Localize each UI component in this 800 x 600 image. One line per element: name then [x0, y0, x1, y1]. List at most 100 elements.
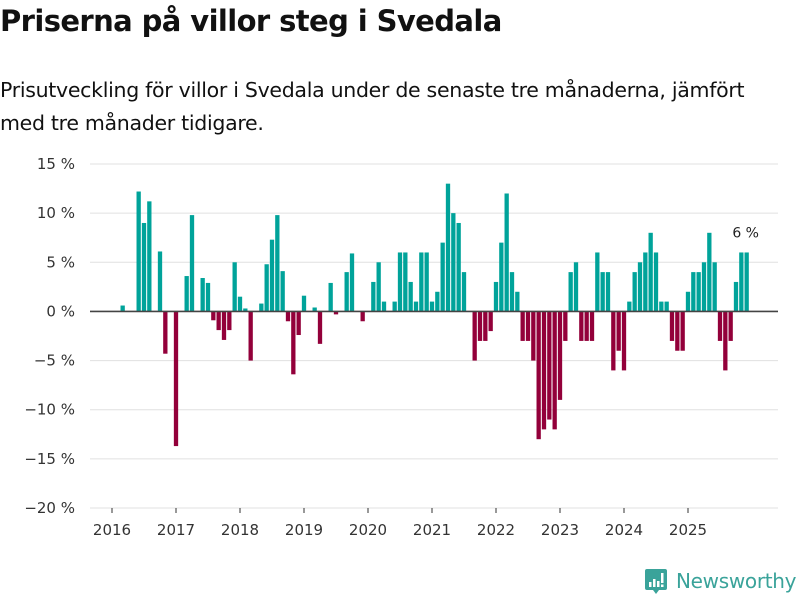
bar-negative — [621, 311, 627, 371]
bar-positive — [664, 301, 669, 312]
bar-positive — [259, 303, 264, 312]
y-tick-label: 10 % — [37, 204, 75, 222]
bar-negative — [723, 311, 728, 371]
bar-positive — [627, 301, 632, 312]
bar-positive — [120, 305, 125, 312]
bar-negative — [717, 311, 723, 341]
bar-positive — [344, 272, 349, 312]
bar-negative — [589, 311, 595, 341]
x-tick-label: 2017 — [157, 521, 195, 539]
bar-negative — [227, 311, 232, 331]
bar-positive — [392, 301, 397, 312]
bar-positive — [451, 213, 456, 312]
x-tick-label: 2023 — [541, 521, 579, 539]
bar-positive — [419, 252, 424, 312]
bar-negative — [584, 311, 589, 341]
bar-positive — [637, 262, 643, 312]
bar-positive — [381, 301, 387, 312]
bar-positive — [701, 262, 707, 312]
bar-positive — [696, 272, 701, 312]
bar-positive — [653, 252, 659, 312]
bar-positive — [504, 193, 509, 312]
bar-positive — [733, 281, 739, 312]
y-tick-label: −15 % — [24, 450, 75, 468]
bar-positive — [440, 242, 445, 312]
bar-negative — [360, 311, 365, 322]
bar-positive — [184, 276, 189, 312]
bar-negative — [611, 311, 616, 371]
bar-positive — [435, 291, 440, 312]
bar-negative — [563, 311, 568, 341]
bar-positive — [403, 252, 408, 312]
bar-negative — [552, 311, 557, 430]
bar-positive — [707, 232, 712, 312]
y-tick-label: −10 % — [24, 401, 75, 419]
bar-positive — [205, 282, 211, 312]
bar-positive — [376, 262, 381, 312]
bar-positive — [408, 281, 413, 312]
bar-positive — [157, 251, 163, 312]
bar-negative — [520, 311, 525, 341]
bar-negative — [221, 311, 227, 340]
x-tick-label: 2018 — [221, 521, 259, 539]
bar-negative — [333, 311, 339, 315]
bar-positive — [648, 232, 653, 312]
y-tick-label: 15 % — [37, 155, 75, 173]
latest-value-label: 6 % — [732, 225, 759, 241]
bar-positive — [595, 252, 600, 312]
bar-negative — [477, 311, 483, 341]
bar-negative — [216, 311, 221, 331]
bar-positive — [456, 222, 461, 312]
bar-positive — [632, 272, 637, 312]
bar-negative — [317, 311, 323, 344]
bar-negative — [675, 311, 680, 351]
bar-positive — [744, 252, 749, 312]
bar-positive — [509, 272, 515, 312]
bar-negative — [488, 311, 493, 332]
bar-positive — [349, 253, 355, 312]
bar-negative — [248, 311, 253, 361]
bar-positive — [147, 201, 152, 312]
bar-positive — [189, 215, 195, 312]
brand-name: Newsworthy — [676, 569, 797, 593]
bar-positive — [605, 272, 611, 312]
bar-positive — [739, 252, 744, 312]
bar-positive — [461, 272, 467, 312]
bar-positive — [691, 272, 696, 312]
bar-positive — [493, 281, 499, 312]
x-tick-label: 2022 — [477, 521, 515, 539]
y-tick-label: 5 % — [46, 253, 75, 271]
bar-negative — [536, 311, 541, 440]
annotations: 6 % — [732, 225, 759, 241]
bar-negative — [669, 311, 675, 341]
bar-negative — [296, 311, 301, 336]
x-tick-label: 2025 — [669, 521, 707, 539]
newsworthy-logo: Newsworthy — [645, 569, 797, 594]
bar-negative — [541, 311, 547, 430]
bar-negative — [728, 311, 733, 341]
bar-positive — [568, 272, 573, 312]
bar-negative — [211, 311, 216, 321]
bar-positive — [515, 291, 520, 312]
bar-positive — [312, 307, 317, 312]
bar-positive — [600, 272, 605, 312]
bar-positive — [301, 295, 307, 312]
newsworthy-chart-icon — [645, 569, 667, 594]
bar-positive — [429, 301, 435, 312]
bar-positive — [237, 296, 243, 312]
x-tick-label: 2019 — [285, 521, 323, 539]
bar-negative — [173, 311, 179, 447]
bar-positive — [200, 278, 205, 312]
bar-negative — [525, 311, 531, 341]
bar-positive — [397, 252, 403, 312]
bar-positive — [141, 222, 147, 312]
chart-subtitle: Prisutveckling för villor i Svedala unde… — [0, 78, 745, 135]
bar-negative — [531, 311, 536, 361]
bar-positive — [413, 301, 419, 312]
bar-positive — [371, 281, 376, 312]
bar-positive — [643, 252, 648, 312]
bar-positive — [424, 252, 429, 312]
bar-negative — [285, 311, 291, 322]
bar-negative — [680, 311, 685, 351]
